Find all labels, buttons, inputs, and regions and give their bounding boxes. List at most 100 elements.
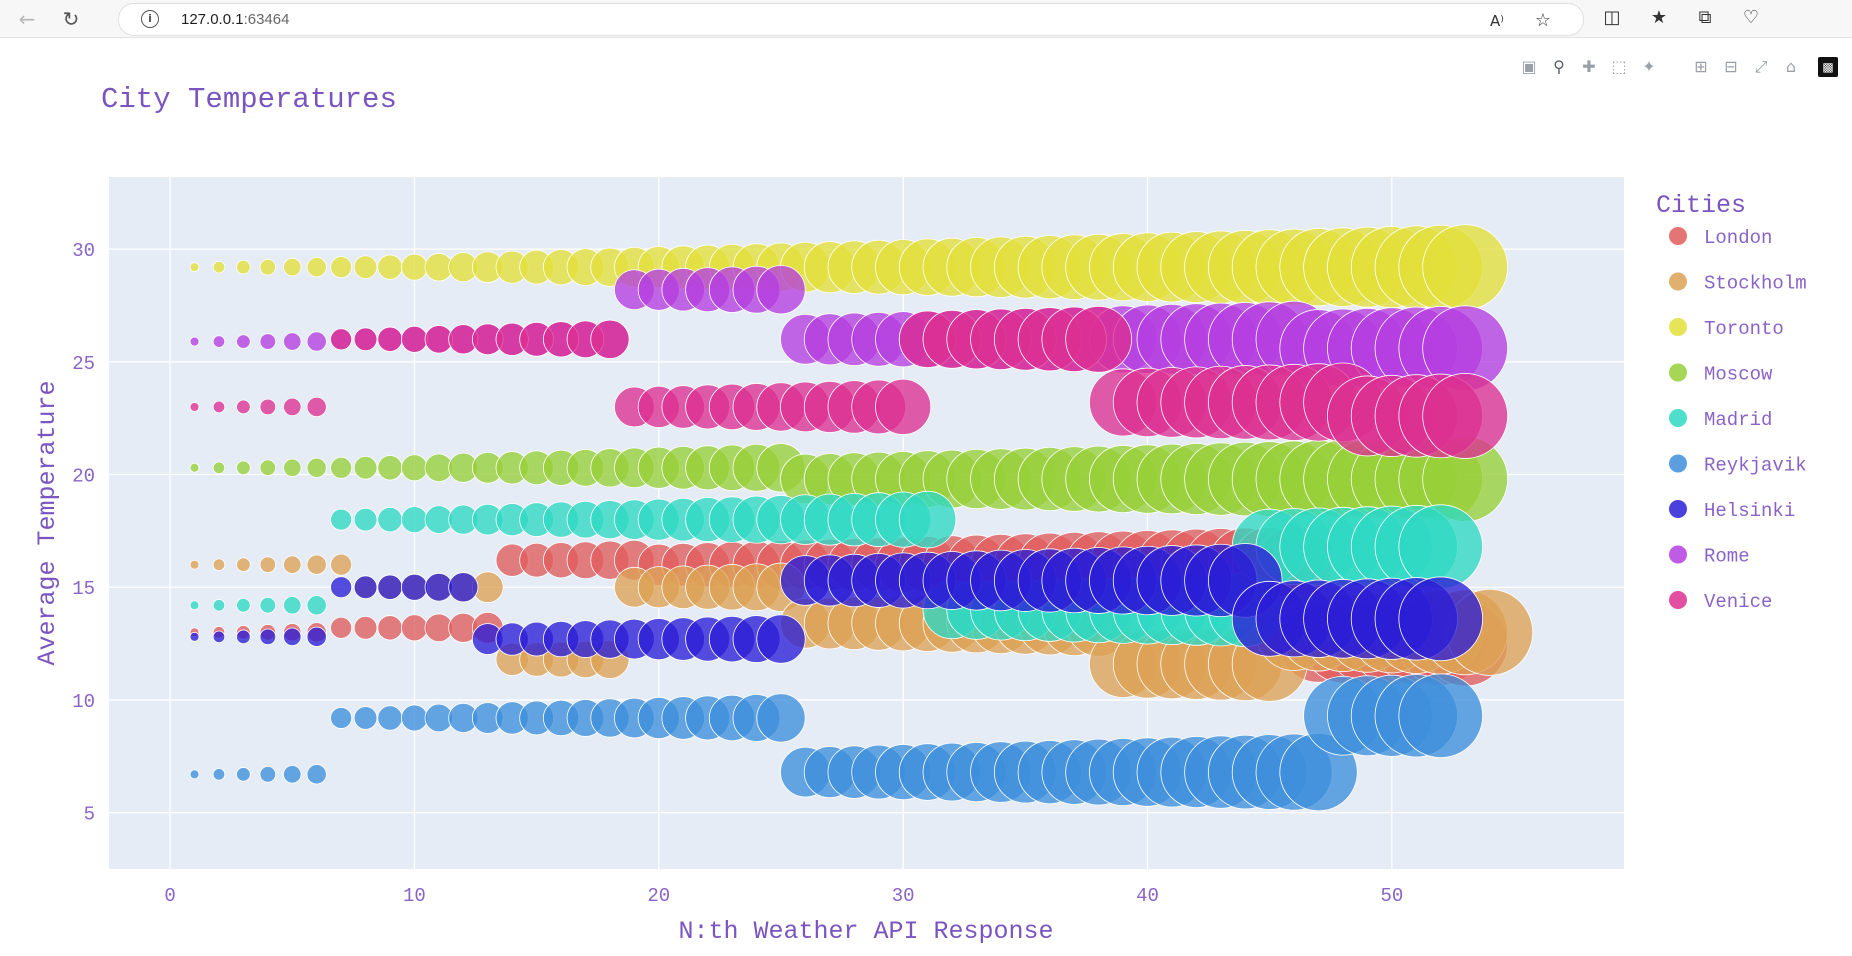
bubble-point[interactable]	[377, 455, 403, 481]
bubble-point[interactable]	[590, 319, 630, 359]
bubble-point[interactable]	[283, 627, 302, 647]
bubble-point[interactable]	[306, 764, 327, 785]
bubble-point[interactable]	[283, 555, 302, 574]
bubble-point[interactable]	[236, 460, 251, 476]
bubble-point[interactable]	[1398, 673, 1484, 759]
series-helsinki[interactable]	[189, 543, 1484, 664]
bubble-point[interactable]	[236, 629, 251, 645]
bubble-point[interactable]	[377, 326, 403, 352]
bubble-point[interactable]	[1065, 305, 1132, 373]
bubble-point[interactable]	[400, 253, 428, 281]
reset-axes-icon[interactable]: ⌂	[1785, 57, 1797, 76]
bubble-point[interactable]	[875, 378, 932, 435]
bubble-point[interactable]	[283, 458, 302, 477]
favorite-star-icon[interactable]: ☆	[1534, 10, 1552, 31]
favorites-icon[interactable]: ★	[1650, 7, 1668, 28]
box-select-icon[interactable]: ⬚	[1611, 57, 1627, 76]
legend-item-stockholm[interactable]: Stockholm	[1669, 272, 1807, 295]
bubble-point[interactable]	[353, 455, 378, 480]
bubble-point[interactable]	[212, 335, 226, 348]
bubble-point[interactable]	[259, 333, 277, 350]
bubble-point[interactable]	[189, 262, 200, 273]
legend-item-reykjavik[interactable]: Reykjavik	[1669, 454, 1807, 477]
bubble-point[interactable]	[353, 575, 378, 600]
bubble-point[interactable]	[259, 258, 277, 276]
bubble-point[interactable]	[353, 255, 378, 279]
bubble-point[interactable]	[377, 705, 403, 731]
bubble-point[interactable]	[400, 704, 428, 732]
bubble-point[interactable]	[236, 557, 251, 572]
bubble-point[interactable]	[353, 616, 378, 640]
bubble-point[interactable]	[212, 558, 226, 571]
legend-item-london[interactable]: London	[1669, 227, 1772, 249]
bubble-point[interactable]	[330, 456, 353, 479]
bubble-point[interactable]	[306, 554, 327, 575]
bubble-point[interactable]	[306, 626, 327, 647]
bubble-point[interactable]	[898, 490, 957, 549]
series-reykjavik[interactable]	[189, 673, 1484, 812]
bubble-point[interactable]	[756, 693, 806, 743]
bubble-point[interactable]	[306, 331, 327, 352]
bubble-point[interactable]	[377, 254, 403, 280]
bubble-point[interactable]	[189, 559, 200, 570]
back-icon[interactable]: ←	[18, 7, 36, 31]
lasso-select-icon[interactable]: ✦	[1642, 57, 1656, 76]
bubble-point[interactable]	[259, 459, 277, 477]
refresh-icon[interactable]: ↻	[62, 7, 80, 31]
bubble-point[interactable]	[330, 256, 353, 279]
browser-essentials-icon[interactable]: ♡	[1742, 7, 1760, 28]
info-icon[interactable]: i	[141, 10, 159, 28]
bubble-point[interactable]	[212, 599, 226, 612]
split-screen-icon[interactable]: ◫	[1603, 7, 1621, 28]
bubble-point[interactable]	[1422, 224, 1509, 311]
bubble-point[interactable]	[353, 507, 378, 532]
bubble-point[interactable]	[330, 328, 353, 351]
bubble-point[interactable]	[1422, 373, 1509, 459]
bubble-point[interactable]	[189, 402, 200, 412]
address-bar[interactable]: i 127.0.0.1:63464 A⁾ ☆	[118, 3, 1584, 36]
bubble-point[interactable]	[189, 336, 200, 347]
bubble-point[interactable]	[283, 596, 302, 615]
bubble-point[interactable]	[236, 334, 251, 349]
zoom-out-icon[interactable]: ⊟	[1724, 57, 1738, 76]
bubbles[interactable]	[189, 224, 1534, 812]
bubble-point[interactable]	[1398, 504, 1484, 589]
bubble-point[interactable]	[212, 461, 226, 474]
bubble-point[interactable]	[1398, 576, 1484, 662]
legend-item-madrid[interactable]: Madrid	[1669, 409, 1772, 431]
zoom-in-icon[interactable]: ⊞	[1694, 57, 1708, 76]
pan-icon[interactable]: ✚	[1582, 57, 1596, 76]
bubble-point[interactable]	[212, 400, 226, 414]
autoscale-icon[interactable]: ⤢	[1754, 57, 1768, 76]
bubble-point[interactable]	[448, 572, 479, 603]
bubble-point[interactable]	[377, 506, 403, 533]
bubble-point[interactable]	[330, 576, 353, 599]
bubble-point[interactable]	[400, 573, 428, 601]
bubble-point[interactable]	[259, 398, 277, 416]
bubble-point[interactable]	[189, 462, 200, 473]
bubble-point[interactable]	[377, 615, 403, 641]
bubble-point[interactable]	[283, 332, 302, 351]
bubble-point[interactable]	[330, 508, 353, 531]
plotly-logo-icon[interactable]: ▩	[1818, 57, 1838, 77]
bubble-point[interactable]	[377, 574, 403, 600]
bubble-point[interactable]	[236, 399, 251, 415]
bubble-point[interactable]	[283, 397, 302, 417]
series-venice[interactable]	[189, 305, 1509, 459]
bubble-point[interactable]	[189, 769, 200, 780]
bubble-point[interactable]	[353, 706, 378, 730]
bubble-point[interactable]	[236, 259, 251, 275]
bubble-point[interactable]	[259, 556, 277, 573]
bubble-point[interactable]	[259, 628, 277, 646]
bubble-point[interactable]	[756, 265, 806, 315]
bubble-point[interactable]	[330, 616, 353, 639]
bubble-point[interactable]	[212, 260, 226, 274]
bubble-point[interactable]	[756, 614, 806, 664]
bubble-point[interactable]	[259, 597, 277, 614]
bubble-point[interactable]	[400, 506, 428, 534]
bubble-point[interactable]	[306, 257, 327, 278]
bubble-point[interactable]	[400, 614, 428, 642]
bubble-point[interactable]	[400, 325, 428, 353]
bubble-point[interactable]	[283, 765, 302, 784]
legend-item-venice[interactable]: Venice	[1669, 591, 1772, 613]
